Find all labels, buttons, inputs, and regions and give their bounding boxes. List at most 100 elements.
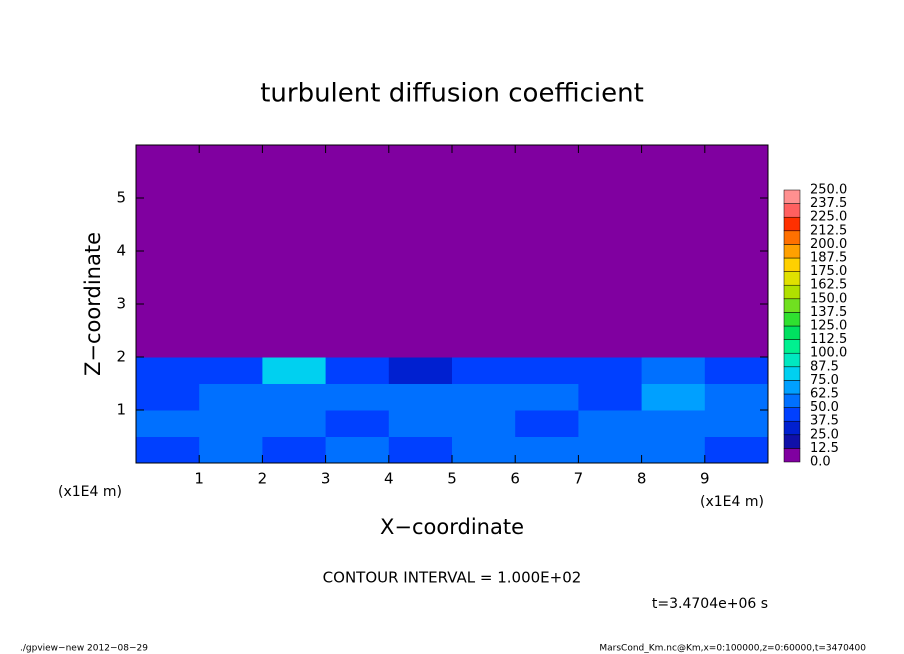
heat-cell [515,383,579,411]
heat-cell [325,436,390,464]
heat-cell [262,171,327,199]
heat-cell [199,198,263,225]
x-tick-label: 9 [700,470,710,488]
heat-cell [388,330,453,358]
colorbar-bin [783,339,801,354]
colorbar-bin [783,298,801,313]
footer-right: MarsCond_Km.nc@Km,x=0:100000,z=0:60000,t… [599,644,866,654]
heat-cell [578,277,643,305]
x-tick-label: 7 [574,470,584,488]
heat-cell [388,410,453,437]
heat-cell [199,224,263,252]
heat-cell [641,251,706,278]
x-tick-label: 8 [637,470,647,488]
heat-cell [388,436,453,464]
heat-cell [136,198,200,225]
heat-cell [704,330,769,358]
heat-cell [578,171,643,199]
colorbar-bin [783,448,801,463]
heat-cell [199,383,263,411]
heat-cell [704,198,769,225]
heat-cell [262,304,327,331]
heat-cell [325,357,390,384]
heat-cell [641,171,706,199]
heat-cell [704,410,769,437]
y-axis-label: Z−coordinate [81,232,105,376]
colorbar-bin [783,380,801,395]
colorbar-label: 100.0 [810,346,847,361]
colorbar-bin [783,230,801,245]
y-unit: (x1E4 m) [58,484,122,500]
heat-cell [515,330,579,358]
heat-cell [262,436,327,464]
y-tick-label: 1 [116,401,126,419]
heat-cell [704,224,769,252]
heat-cell [641,277,706,305]
heat-cell [199,277,263,305]
heat-cell [452,145,516,172]
colorbar-bin [783,312,801,327]
heat-cell [704,251,769,278]
heat-cell [199,357,263,384]
heat-cell [388,277,453,305]
heat-cell [136,357,200,384]
colorbar-bin [783,434,801,449]
heat-cell [641,330,706,358]
colorbar-label: 50.0 [810,400,839,415]
colorbar-bin [783,393,801,408]
heat-cell [452,436,516,464]
heat-cell [262,330,327,358]
x-unit: (x1E4 m) [700,494,764,510]
heat-cell [515,198,579,225]
heat-cell [515,304,579,331]
colorbar-bin [783,244,801,259]
heat-cell [578,410,643,437]
heat-cell [704,277,769,305]
heat-cell [452,330,516,358]
x-tick-label: 4 [384,470,394,488]
contour-interval: CONTOUR INTERVAL = 1.000E+02 [323,569,582,587]
heat-cell [515,357,579,384]
colorbar-label: 175.0 [810,264,847,279]
heat-cell [136,383,200,411]
colorbar-label: 125.0 [810,319,847,334]
heat-cell [578,304,643,331]
heat-cell [136,224,200,252]
heat-cell [262,198,327,225]
heat-cell [704,383,769,411]
heat-cell [262,383,327,411]
y-tick-label: 2 [116,348,126,366]
colorbar-label: 200.0 [810,237,847,252]
heat-cell [515,277,579,305]
heat-cell [515,251,579,278]
colorbar-bin [783,366,801,381]
heat-cell [199,251,263,278]
heat-cell [199,304,263,331]
heat-cell [325,145,390,172]
heat-cell [452,251,516,278]
heat-cell [199,330,263,358]
heat-cell [325,251,390,278]
colorbar-label: 162.5 [810,278,847,293]
colorbar-bin [783,284,801,300]
heat-cell [515,145,579,172]
colorbar-bin [783,257,801,272]
heat-cell [136,251,200,278]
heat-cell [452,357,516,384]
colorbar-bin [783,407,801,422]
x-tick-label: 6 [510,470,520,488]
heat-cell [641,410,706,437]
heat-cell [704,304,769,331]
heat-cell [578,436,643,464]
heat-cell [641,304,706,331]
heat-cell [515,171,579,199]
heat-cell [136,145,200,172]
heat-cell [136,410,200,437]
heat-cell [136,277,200,305]
colorbar-label: 37.5 [810,414,839,429]
colorbar-label: 250.0 [810,183,847,198]
heat-cell [452,198,516,225]
heat-cell [641,436,706,464]
colorbar-bin [783,216,801,232]
colorbar-label: 112.5 [810,332,847,347]
